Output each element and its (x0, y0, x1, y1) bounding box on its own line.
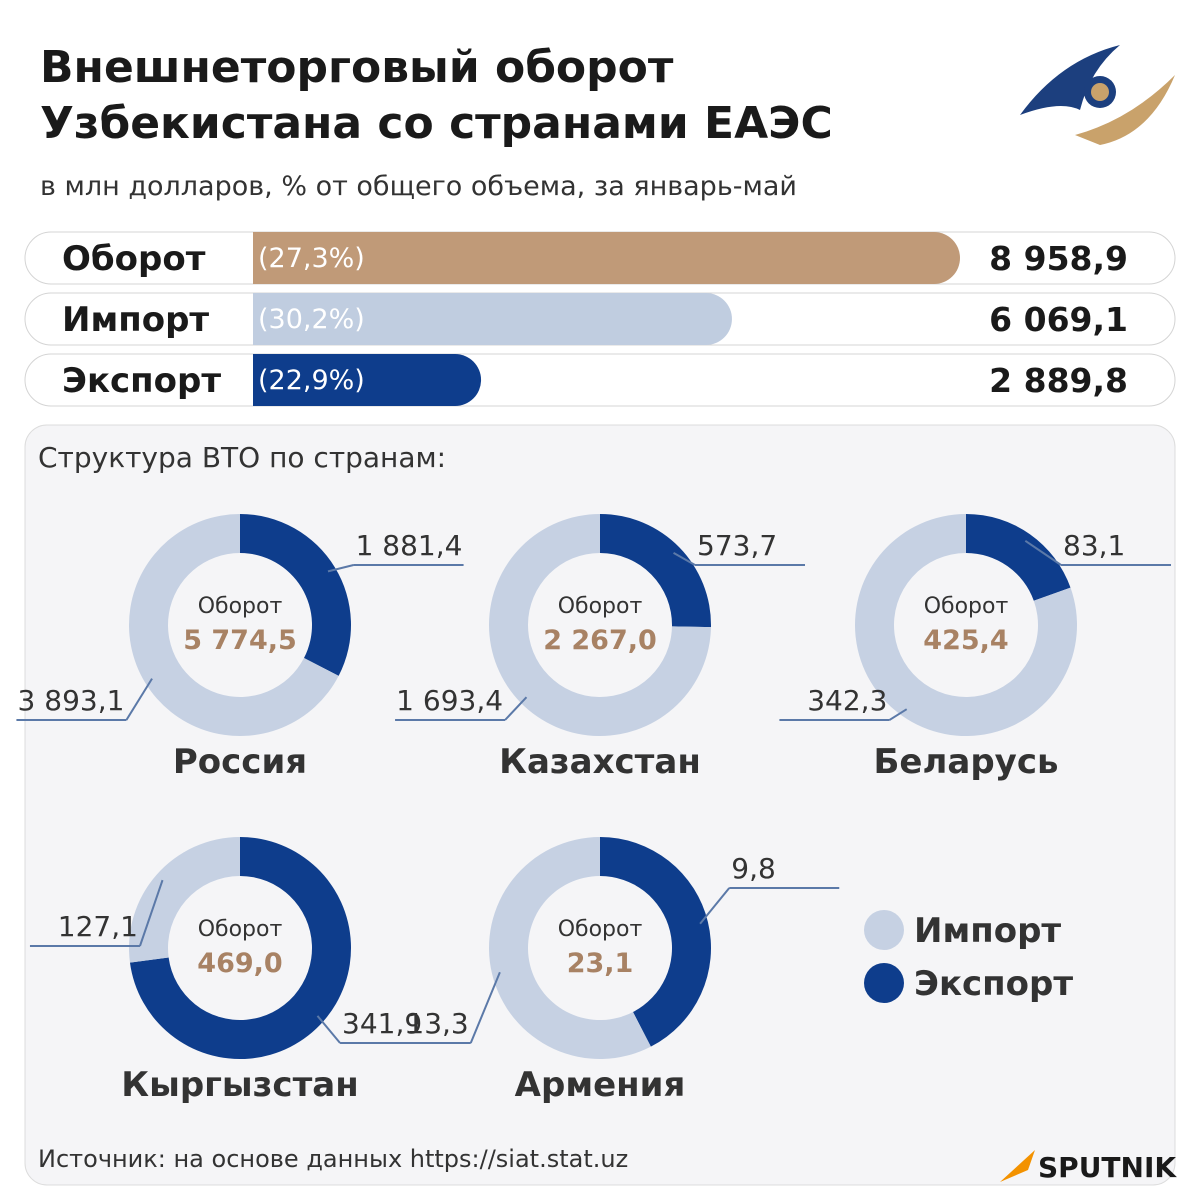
donut-segment (600, 837, 712, 1047)
leader-line (1024, 539, 1062, 566)
donut-segment (240, 514, 351, 676)
leader-line (139, 879, 164, 947)
donut-segment (966, 514, 1071, 601)
donut-value-label: 341,9 (342, 1007, 422, 1040)
section-title: Структура ВТО по странам: (38, 441, 446, 474)
country-name: Кыргызстан (121, 1065, 358, 1105)
leader-line (699, 887, 731, 925)
row-label: Импорт (62, 300, 209, 340)
value-label: 8 958,9 (989, 239, 1128, 278)
donut-segment (489, 514, 711, 736)
donut-segment (489, 837, 651, 1059)
donut-value-label: 1 881,4 (356, 529, 463, 562)
donut-value-label: 1 693,4 (396, 684, 503, 717)
value-label: 6 069,1 (989, 300, 1128, 339)
leader-line (327, 564, 354, 573)
country-name: Казахстан (499, 742, 701, 782)
donut-value-label: 9,8 (731, 852, 776, 885)
leader-line (673, 551, 696, 566)
country-name: Армения (515, 1065, 686, 1105)
title-line: Внешнеторговый оборот (40, 42, 674, 93)
eaeu-logo (1020, 45, 1175, 145)
leader-line (469, 971, 501, 1044)
share-label: (27,3%) (258, 243, 365, 274)
center-label: Оборот (924, 594, 1009, 619)
leader-line (888, 708, 908, 721)
donut-total: 469,0 (197, 948, 282, 979)
donut-value-label: 127,1 (58, 910, 138, 943)
country-name: Беларусь (874, 742, 1059, 782)
donut-total: 425,4 (923, 625, 1008, 656)
leader-line (316, 1015, 341, 1044)
bar (253, 293, 732, 345)
donut-value-label: 3 893,1 (18, 684, 125, 717)
title-line: Узбекистана со странами ЕАЭС (40, 98, 833, 149)
legend-label: Импорт (914, 911, 1061, 951)
donut-total: 23,1 (567, 948, 634, 979)
donut-value-label: 573,7 (697, 529, 777, 562)
center-label: Оборот (198, 594, 283, 619)
center-label: Оборот (558, 917, 643, 942)
row-label: Экспорт (62, 361, 221, 401)
donut-segment (855, 514, 1077, 737)
donut-total: 2 267,0 (543, 625, 657, 656)
donut-segment (600, 514, 711, 628)
donut-value-label: 13,3 (406, 1007, 468, 1040)
donut-segment (129, 837, 351, 1059)
row-label: Оборот (62, 239, 206, 279)
subtitle: в млн долларов, % от общего объема, за я… (40, 171, 797, 202)
country-name: Россия (173, 742, 307, 782)
bar (253, 354, 482, 406)
share-label: (22,9%) (258, 365, 365, 396)
source: Источник: на основе данных https://siat.… (38, 1145, 628, 1173)
bar (253, 232, 960, 284)
center-label: Оборот (558, 594, 643, 619)
donut-value-label: 83,1 (1063, 529, 1125, 562)
leader-line (504, 696, 528, 721)
brand-icon (1000, 1150, 1035, 1182)
share-label: (30,2%) (258, 304, 365, 335)
donut-segment (128, 837, 240, 963)
leader-line (125, 678, 153, 721)
legend-swatch (864, 910, 904, 950)
value-label: 2 889,8 (989, 361, 1128, 400)
legend-swatch (864, 963, 904, 1003)
brand: SPUTNIK (1038, 1151, 1177, 1184)
donut-value-label: 342,3 (807, 684, 887, 717)
legend-label: Экспорт (914, 964, 1073, 1004)
donut-segment (129, 514, 339, 736)
donut-total: 5 774,5 (183, 625, 297, 656)
center-label: Оборот (198, 917, 283, 942)
